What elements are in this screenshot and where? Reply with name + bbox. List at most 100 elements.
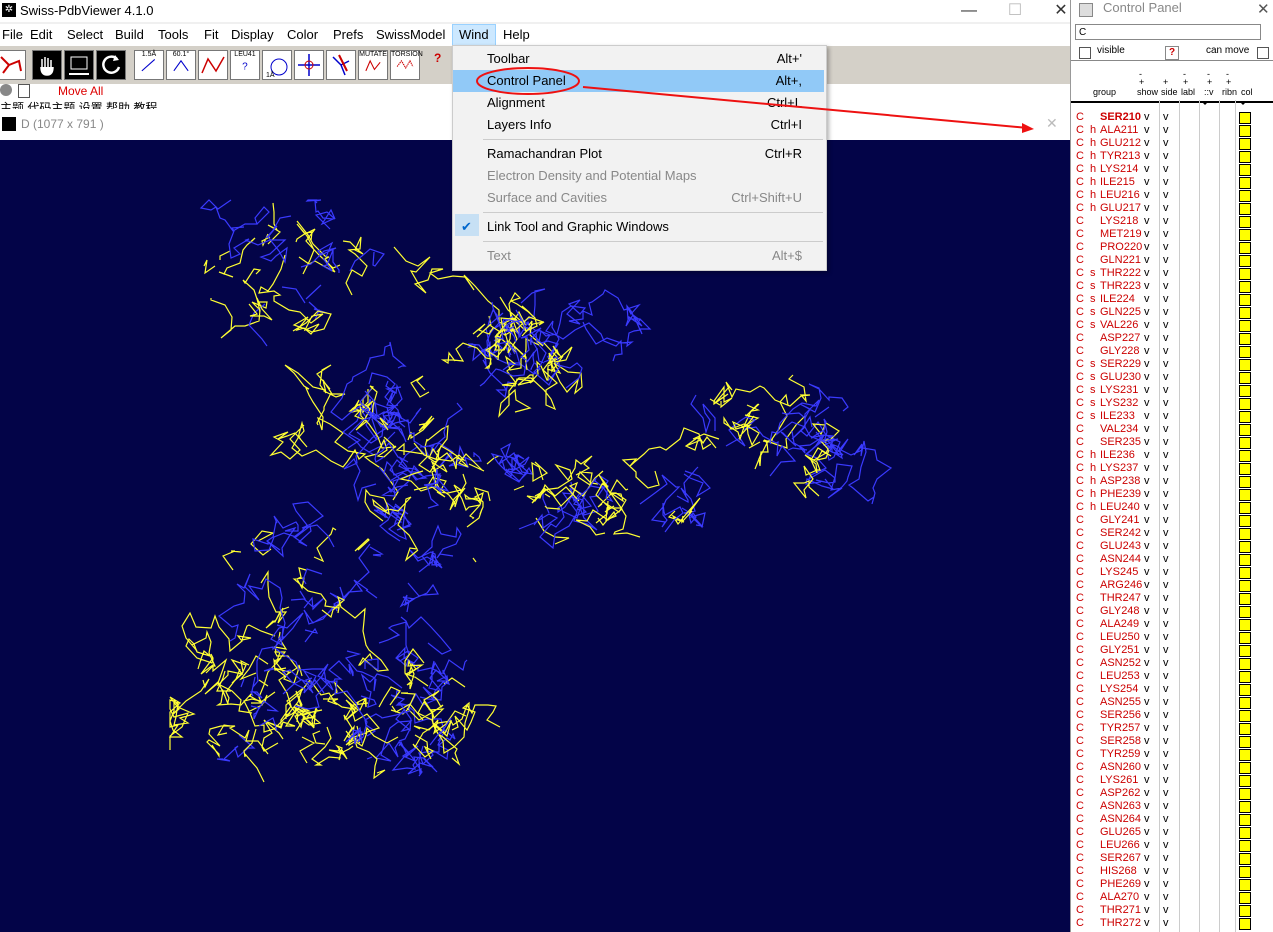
residue-row[interactable]: C ALA249 v v — [1071, 618, 1273, 631]
center-molecule-button[interactable] — [0, 50, 26, 80]
residue-color-swatch[interactable] — [1239, 424, 1251, 436]
residue-color-swatch[interactable] — [1239, 372, 1251, 384]
residue-color-swatch[interactable] — [1239, 385, 1251, 397]
menu-item-surface-cavities[interactable]: Surface and Cavities Ctrl+Shift+U — [487, 190, 802, 205]
residue-row[interactable]: C THR272 v v — [1071, 917, 1273, 930]
col-column-header[interactable]: col — [1241, 87, 1253, 97]
labl-column-header[interactable]: labl — [1181, 87, 1196, 97]
residue-color-swatch[interactable] — [1239, 268, 1251, 280]
residue-color-swatch[interactable] — [1239, 398, 1251, 410]
residue-color-swatch[interactable] — [1239, 788, 1251, 800]
residue-color-swatch[interactable] — [1239, 164, 1251, 176]
residue-row[interactable]: C THR271 v v — [1071, 904, 1273, 917]
residue-row[interactable]: C SER210 v v — [1071, 111, 1273, 124]
menu-help[interactable]: Help — [503, 27, 530, 42]
angle-tool-button[interactable]: 60.1° — [166, 50, 196, 80]
residue-color-swatch[interactable] — [1239, 489, 1251, 501]
residue-color-swatch[interactable] — [1239, 619, 1251, 631]
residue-row[interactable]: C GLY248 v v — [1071, 605, 1273, 618]
residue-color-swatch[interactable] — [1239, 541, 1251, 553]
residue-color-swatch[interactable] — [1239, 177, 1251, 189]
residue-row[interactable]: C LEU250 v v — [1071, 631, 1273, 644]
residue-color-swatch[interactable] — [1239, 112, 1251, 124]
residue-color-swatch[interactable] — [1239, 242, 1251, 254]
residue-color-swatch[interactable] — [1239, 255, 1251, 267]
residue-color-swatch[interactable] — [1239, 840, 1251, 852]
residue-row[interactable]: C ASN263 v v — [1071, 800, 1273, 813]
residue-color-swatch[interactable] — [1239, 580, 1251, 592]
residue-color-swatch[interactable] — [1239, 918, 1251, 930]
molecule-viewer[interactable] — [0, 140, 1070, 932]
control-panel-help-icon[interactable]: ? — [1165, 46, 1179, 60]
residue-color-swatch[interactable] — [1239, 879, 1251, 891]
show-column-header[interactable]: show — [1137, 87, 1159, 97]
residue-color-swatch[interactable] — [1239, 853, 1251, 865]
residue-color-swatch[interactable] — [1239, 229, 1251, 241]
residue-color-swatch[interactable] — [1239, 216, 1251, 228]
residue-row[interactable]: C PHE269 v v — [1071, 878, 1273, 891]
residue-row[interactable]: C SER235 v v — [1071, 436, 1273, 449]
residue-row[interactable]: C LEU266 v v — [1071, 839, 1273, 852]
residue-color-swatch[interactable] — [1239, 281, 1251, 293]
residue-color-swatch[interactable] — [1239, 801, 1251, 813]
label-tool-button[interactable]: LEU41 ? — [230, 50, 260, 80]
residue-color-swatch[interactable] — [1239, 151, 1251, 163]
residue-color-swatch[interactable] — [1239, 346, 1251, 358]
v-column-header[interactable]: ::v — [1204, 87, 1214, 97]
residue-row[interactable]: C ASN264 v v — [1071, 813, 1273, 826]
residue-color-swatch[interactable] — [1239, 333, 1251, 345]
residue-row[interactable]: C VAL234 v v — [1071, 423, 1273, 436]
residue-row[interactable]: C LYS254 v v — [1071, 683, 1273, 696]
residue-row[interactable]: C GLY251 v v — [1071, 644, 1273, 657]
menu-item-control-panel[interactable]: Control Panel Alt+, — [453, 70, 824, 92]
residue-row[interactable]: C SER242 v v — [1071, 527, 1273, 540]
residue-row[interactable]: C LEU253 v v — [1071, 670, 1273, 683]
residue-color-swatch[interactable] — [1239, 294, 1251, 306]
residue-color-swatch[interactable] — [1239, 866, 1251, 878]
residue-color-swatch[interactable] — [1239, 307, 1251, 319]
residue-color-swatch[interactable] — [1239, 515, 1251, 527]
neighbors-tool-button[interactable]: 1Å — [262, 50, 292, 80]
residue-color-swatch[interactable] — [1239, 749, 1251, 761]
torsion-tool-button[interactable]: TORSION — [390, 50, 423, 80]
menu-fit[interactable]: Fit — [204, 27, 219, 42]
residue-row[interactable]: C SER258 v v — [1071, 735, 1273, 748]
zoom-button[interactable] — [64, 50, 94, 80]
residue-row[interactable]: C SER256 v v — [1071, 709, 1273, 722]
menu-select[interactable]: Select — [67, 27, 104, 42]
control-panel-close-icon[interactable]: ✕ — [1257, 1, 1270, 18]
residue-row[interactable]: C GLU265 v v — [1071, 826, 1273, 839]
residue-row[interactable]: C SER267 v v — [1071, 852, 1273, 865]
residue-color-swatch[interactable] — [1239, 567, 1251, 579]
residue-color-swatch[interactable] — [1239, 359, 1251, 371]
graphic-window-close-icon[interactable]: ✕ — [1046, 115, 1058, 131]
col-plus[interactable]: + — [1226, 77, 1232, 87]
residue-color-swatch[interactable] — [1239, 697, 1251, 709]
show-minus[interactable]: - — [1139, 69, 1142, 79]
residue-color-swatch[interactable] — [1239, 554, 1251, 566]
residue-color-swatch[interactable] — [1239, 463, 1251, 475]
ribn-plus[interactable]: + — [1207, 77, 1213, 87]
menu-color[interactable]: Color — [287, 27, 319, 42]
center-atom-button[interactable] — [294, 50, 324, 80]
residue-color-swatch[interactable] — [1239, 736, 1251, 748]
residue-color-swatch[interactable] — [1239, 723, 1251, 735]
residue-color-swatch[interactable] — [1239, 593, 1251, 605]
globe-icon[interactable] — [0, 84, 12, 96]
can-move-checkbox[interactable] — [1257, 47, 1269, 59]
residue-color-swatch[interactable] — [1239, 450, 1251, 462]
menu-build[interactable]: Build — [115, 27, 144, 42]
